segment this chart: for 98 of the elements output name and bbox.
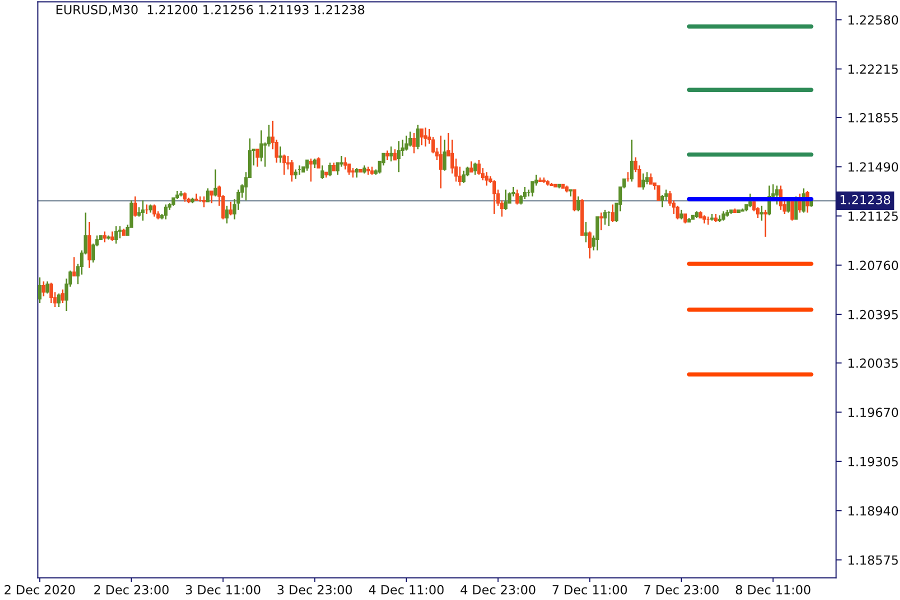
candlestick	[164, 204, 168, 220]
candlestick	[46, 280, 50, 294]
candlestick	[393, 148, 397, 161]
candlestick	[442, 139, 446, 172]
candlestick	[641, 172, 646, 190]
candlestick	[305, 159, 309, 172]
candlestick	[202, 196, 206, 208]
x-tick-label: 7 Dec 11:00	[552, 584, 627, 594]
candlestick	[477, 159, 481, 176]
candlestick	[294, 168, 298, 180]
candlestick	[515, 188, 519, 206]
candlestick	[389, 146, 393, 162]
candlestick	[38, 276, 42, 304]
candlestick	[576, 196, 580, 212]
candlestick	[396, 140, 401, 173]
candlestick	[141, 200, 145, 222]
y-tick-label: 1.21855	[848, 112, 898, 122]
candlestick	[282, 154, 286, 176]
candlestick	[603, 209, 607, 226]
candlestick	[656, 185, 660, 201]
candlestick	[764, 209, 768, 238]
candlestick	[416, 124, 420, 150]
candlestick	[386, 150, 390, 161]
candlestick	[340, 155, 344, 168]
candlestick	[722, 210, 726, 222]
candlestick	[49, 282, 53, 304]
candlestick	[596, 216, 600, 252]
y-tick-label: 1.18940	[848, 506, 898, 516]
candlestick	[438, 135, 443, 190]
candlestick	[572, 188, 576, 212]
x-tick-label: 7 Dec 23:00	[644, 584, 719, 594]
ref-line-label: 1.21238	[840, 194, 890, 204]
candlestick	[309, 158, 313, 182]
y-tick-label: 1.21125	[848, 211, 898, 221]
candlestick	[343, 156, 348, 170]
y-tick-label: 1.22215	[848, 64, 898, 74]
candlestick	[102, 230, 106, 243]
candlestick	[152, 204, 156, 218]
candlestick	[412, 132, 416, 154]
candlestick	[649, 172, 653, 185]
candlestick	[610, 204, 614, 223]
candlestick	[316, 156, 320, 169]
candlestick	[328, 162, 332, 177]
candlestick	[748, 193, 752, 208]
candlestick	[683, 213, 688, 224]
x-tick-label: 3 Dec 11:00	[186, 584, 260, 594]
candlestick	[424, 126, 428, 148]
candlestick	[408, 130, 412, 148]
candlestick	[60, 288, 64, 304]
candlestick	[57, 292, 61, 308]
candlestick	[775, 184, 779, 206]
candlestick	[473, 162, 477, 176]
candlestick	[206, 188, 210, 202]
candlestick	[680, 209, 684, 220]
candlestick	[470, 160, 474, 173]
y-tick-label: 1.18575	[848, 555, 898, 565]
x-tick-label: 3 Dec 23:00	[278, 584, 352, 594]
candlestick	[351, 167, 355, 178]
candlestick	[462, 170, 466, 184]
candlestick	[484, 171, 488, 186]
candlestick	[504, 188, 508, 211]
x-tick-label: 4 Dec 11:00	[368, 584, 444, 594]
candlestick	[110, 230, 114, 242]
x-tick-label: 2 Dec 2020	[4, 584, 75, 594]
y-tick-label: 1.19305	[848, 456, 898, 466]
candlestick	[354, 167, 359, 178]
candlestick	[225, 205, 229, 224]
y-tick-label: 1.20760	[848, 260, 898, 270]
chart-title: EURUSD,M30 1.21200 1.21256 1.21193 1.21238	[56, 4, 364, 16]
candlestick	[290, 159, 294, 182]
candlestick	[278, 146, 282, 164]
candlestick	[630, 139, 634, 182]
candlestick	[588, 230, 592, 260]
candlestick	[210, 190, 214, 204]
x-tick-label: 2 Dec 23:00	[94, 584, 169, 594]
candlestick	[42, 280, 46, 297]
candlestick	[133, 196, 137, 218]
candlestick	[760, 205, 764, 222]
candlestick	[228, 201, 232, 216]
y-tick-label: 1.20395	[848, 310, 898, 320]
x-tick-label: 8 Dec 11:00	[736, 584, 810, 594]
x-tick-label: 4 Dec 23:00	[460, 584, 536, 594]
candlestick	[584, 221, 588, 243]
candlestick	[259, 130, 264, 162]
candlestick	[214, 168, 218, 198]
y-tick-label: 1.19670	[848, 408, 898, 418]
candlestick	[312, 158, 317, 169]
y-tick-label: 1.20035	[848, 358, 898, 368]
candlestick	[114, 225, 118, 244]
y-tick-label: 1.21490	[848, 162, 898, 172]
candlestick	[492, 180, 496, 215]
candlestick	[320, 164, 324, 180]
candlestick	[256, 148, 260, 168]
y-tick-label: 1.22580	[848, 15, 898, 25]
candlestick	[420, 128, 424, 146]
candlestick	[599, 212, 603, 231]
candlestick	[72, 256, 76, 277]
candlestick	[183, 192, 187, 202]
